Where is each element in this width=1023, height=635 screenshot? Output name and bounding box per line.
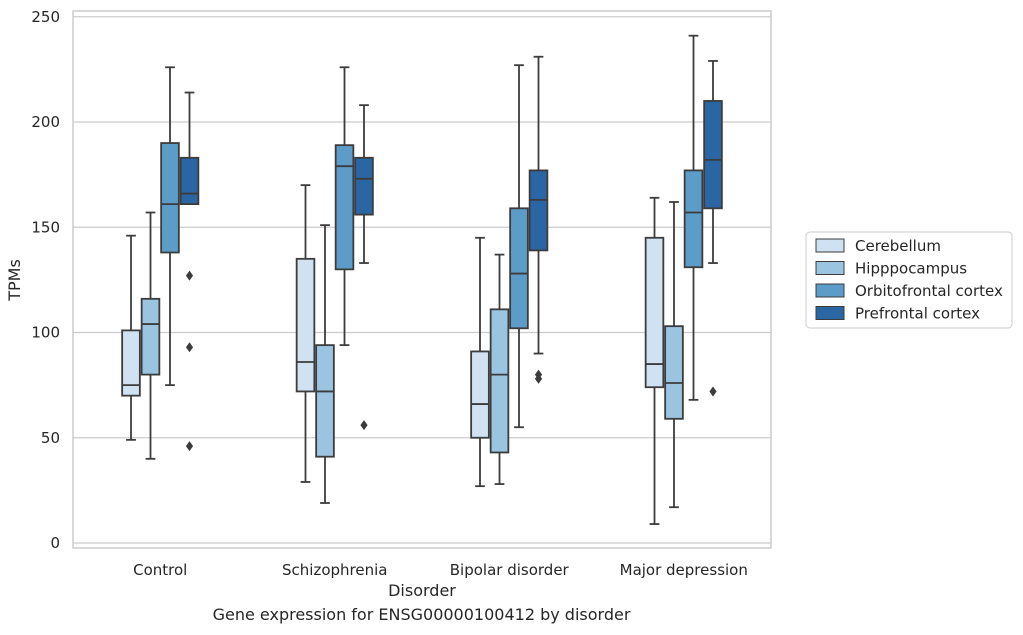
- y-tick-labels: 0 50 100 150 200 250: [31, 8, 60, 552]
- box-plot-box: [315, 224, 335, 504]
- outlier-marker: [185, 270, 194, 281]
- box-iqr: [528, 169, 549, 252]
- box-plot-box: [354, 104, 374, 431]
- legend-swatch: [815, 283, 845, 298]
- box-iqr: [703, 100, 723, 210]
- gridlines: [73, 16, 771, 544]
- legend-label: Prefrontal cortex: [855, 305, 980, 323]
- box-iqr: [489, 308, 510, 454]
- legend-frame: [805, 231, 1013, 329]
- x-axis-title: Disorder: [388, 581, 456, 600]
- box-plot-box: [179, 91, 200, 452]
- outlier-marker: [709, 386, 717, 397]
- box-plot-box: [644, 196, 665, 525]
- box-plot-box: [334, 66, 355, 347]
- y-tick-label: 50: [41, 429, 60, 447]
- legend-label: Cerebellum: [855, 237, 941, 255]
- chart-caption: Gene expression for ENSG00000100412 by d…: [212, 605, 631, 624]
- legend-swatch: [815, 306, 845, 320]
- box-iqr: [470, 350, 490, 439]
- box-plot-box: [295, 184, 316, 483]
- y-tick-label: 100: [31, 324, 60, 342]
- legend-swatch: [815, 238, 845, 253]
- box-plot-box: [703, 60, 723, 397]
- box-plot-box: [160, 66, 180, 387]
- box-iqr: [334, 144, 355, 271]
- box-plot-box: [528, 55, 549, 384]
- box-plot-box: [664, 201, 684, 509]
- outlier-marker: [534, 373, 543, 384]
- box-iqr: [179, 156, 200, 205]
- box-iqr: [509, 207, 529, 330]
- box-plot-series: [121, 34, 723, 525]
- box-iqr: [160, 142, 180, 254]
- y-tick-label: 150: [31, 218, 60, 236]
- box-plot-box: [489, 253, 510, 485]
- box-plot-box: [121, 234, 141, 441]
- box-plot-box: [509, 64, 529, 429]
- box-iqr: [664, 325, 684, 420]
- outlier-marker: [185, 441, 194, 452]
- box-iqr: [354, 156, 374, 216]
- x-tick-labels: Control Schizophrenia Bipolar disorder Majo…: [133, 561, 748, 579]
- y-tick-label: 250: [31, 8, 60, 26]
- x-tick-label: Control: [133, 561, 187, 579]
- plot-frame: [72, 10, 772, 549]
- box-iqr: [644, 236, 665, 389]
- box-iqr: [683, 169, 704, 269]
- y-tick-label: 200: [31, 113, 60, 131]
- legend: Cerebellum Hipppocampus Orbitofrontal cort…: [805, 231, 1013, 329]
- y-axis-title: TPMs: [5, 259, 24, 302]
- box-iqr: [315, 344, 335, 458]
- x-tick-label: Major depression: [620, 561, 748, 579]
- legend-label: Orbitofrontal cortex: [855, 282, 1003, 300]
- box-iqr: [121, 329, 141, 397]
- x-tick-label: Bipolar disorder: [450, 561, 570, 579]
- outlier-marker: [360, 420, 368, 431]
- box-iqr: [295, 257, 316, 393]
- box-plot-box: [140, 211, 161, 460]
- box-plot-box: [683, 34, 704, 401]
- legend-label: Hipppocampus: [855, 260, 967, 278]
- outlier-marker: [185, 342, 194, 353]
- box-iqr: [140, 297, 161, 376]
- y-tick-label: 0: [50, 534, 60, 552]
- x-tick-label: Schizophrenia: [282, 561, 387, 579]
- box-plot-box: [470, 236, 490, 488]
- legend-swatch: [815, 261, 845, 275]
